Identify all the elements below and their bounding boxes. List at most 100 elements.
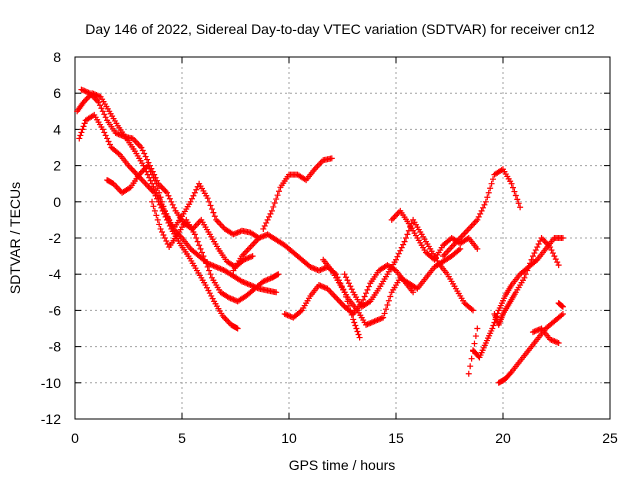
data-point (206, 290, 213, 297)
data-point (198, 249, 205, 256)
data-point (141, 150, 148, 157)
data-point (401, 238, 408, 245)
data-point (487, 185, 494, 192)
data-point (347, 283, 354, 290)
y-tick-label: 8 (53, 49, 61, 65)
data-point (80, 123, 87, 130)
data-point (102, 114, 109, 121)
data-point (203, 284, 210, 291)
data-point (261, 222, 268, 229)
x-tick-label: 25 (602, 430, 618, 446)
series-track-8 (281, 262, 417, 321)
data-point (551, 253, 558, 260)
data-point (142, 153, 149, 160)
data-point (81, 120, 88, 127)
data-point (78, 129, 85, 136)
data-point (395, 250, 402, 257)
data-point (193, 235, 200, 241)
data-point (457, 245, 464, 252)
y-tick-label: 6 (53, 85, 61, 101)
data-point (205, 287, 212, 294)
data-point (264, 216, 271, 223)
series-track-12 (440, 166, 524, 260)
data-point (507, 370, 514, 377)
data-point (350, 316, 357, 323)
data-point (79, 126, 86, 133)
tick-layer: 0 5 10 15 20 25 -12 -10 -8 -6 -4 -2 0 2 4 6 8 (41, 49, 618, 446)
data-point (402, 235, 409, 241)
data-point (273, 289, 280, 296)
data-point (482, 198, 489, 205)
data-point (159, 228, 166, 235)
data-point (101, 129, 108, 136)
data-point (96, 102, 103, 109)
data-point (467, 363, 474, 370)
data-point (148, 165, 155, 172)
data-point (328, 155, 335, 162)
data-point (535, 241, 542, 248)
data-point (404, 231, 411, 238)
data-point (163, 210, 170, 217)
data-point (517, 204, 524, 211)
data-point (361, 293, 368, 300)
data-point (344, 277, 351, 284)
data-point (187, 198, 194, 205)
data-point (531, 250, 538, 257)
data-point (263, 219, 270, 226)
y-tick-label: -8 (49, 339, 62, 355)
data-point (555, 339, 562, 346)
data-point (472, 333, 479, 340)
data-point (465, 370, 472, 377)
data-point (168, 198, 175, 205)
data-point (481, 201, 488, 208)
data-point (532, 247, 539, 254)
data-point (194, 183, 201, 190)
data-point (484, 194, 491, 201)
data-point (188, 195, 195, 202)
data-point (364, 286, 371, 293)
data-point (559, 235, 566, 241)
data-point (468, 355, 475, 362)
data-point (548, 247, 555, 254)
data-point (154, 195, 161, 202)
data-point (160, 203, 167, 210)
data-point (527, 260, 534, 267)
data-point (99, 126, 106, 133)
data-point (270, 203, 277, 210)
data-point (515, 200, 522, 207)
y-tick-label: -2 (49, 230, 62, 246)
data-point (480, 204, 487, 211)
series-track-14 (495, 311, 566, 386)
data-point (233, 324, 240, 331)
data-point (165, 192, 172, 199)
data-point (206, 267, 213, 274)
data-point (208, 292, 215, 299)
data-point (157, 194, 164, 201)
y-axis-label: SDTVAR / TECUs (7, 182, 23, 294)
data-point (356, 334, 363, 341)
data-point (400, 241, 407, 248)
x-tick-label: 0 (71, 430, 79, 446)
data-point (552, 256, 559, 263)
data-point (397, 247, 404, 254)
data-layer (74, 86, 566, 386)
x-tick-label: 15 (388, 430, 404, 446)
data-point (156, 189, 163, 196)
data-point (234, 325, 241, 332)
data-point (521, 274, 528, 281)
data-point (206, 198, 213, 205)
y-tick-label: -10 (41, 375, 61, 391)
data-point (393, 256, 399, 263)
data-point (209, 295, 216, 302)
series-track-6 (260, 155, 335, 232)
data-point (383, 306, 390, 313)
data-point (360, 296, 367, 303)
data-point (164, 241, 171, 248)
data-point (77, 132, 84, 139)
data-point (164, 189, 171, 196)
series-track-11 (388, 207, 481, 263)
grid-layer (75, 57, 610, 419)
series-track-5 (149, 198, 282, 305)
series-track-3 (104, 162, 263, 241)
data-point (156, 221, 163, 228)
